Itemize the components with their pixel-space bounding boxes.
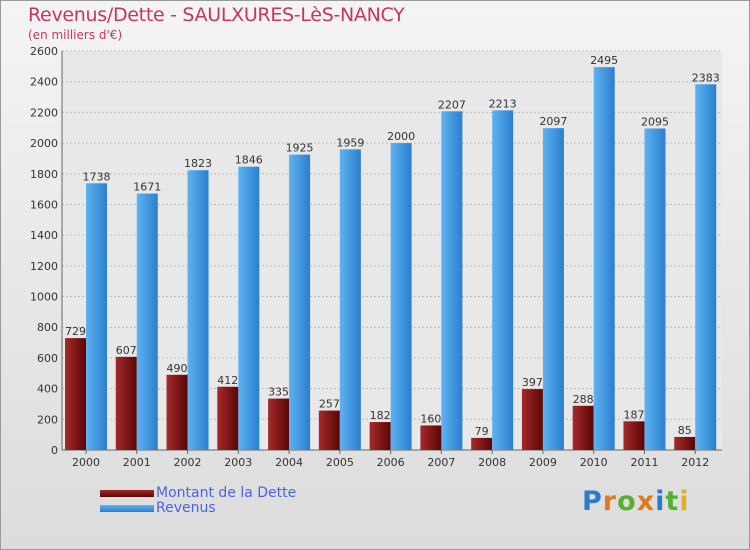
y-tick-label: 1800 [30, 168, 58, 181]
data-label-revenus: 1925 [286, 142, 314, 155]
data-label-revenus: 1738 [83, 170, 111, 183]
x-tick-label: 2009 [529, 456, 557, 469]
data-label-dette: 85 [678, 424, 692, 437]
bar-revenus [238, 166, 260, 450]
x-tick-label: 2000 [72, 456, 100, 469]
logo-letter: x [636, 486, 656, 517]
x-tick-label: 2006 [377, 456, 405, 469]
logo-letter: i [655, 486, 666, 517]
y-tick-label: 2400 [30, 76, 58, 89]
bar-dette [166, 374, 188, 450]
data-label-revenus: 2097 [539, 115, 567, 128]
y-tick-label: 600 [37, 352, 58, 365]
bar-dette [572, 405, 594, 450]
x-tick-label: 2008 [478, 456, 506, 469]
bar-revenus [593, 67, 615, 450]
y-tick-label: 800 [37, 321, 58, 334]
logo-letter: P [582, 486, 603, 517]
logo-letter: i [679, 486, 690, 517]
data-label-revenus: 2383 [692, 71, 720, 84]
data-label-dette: 182 [370, 409, 391, 422]
bar-dette [471, 437, 493, 450]
chart-subtitle: (en milliers d'€) [28, 28, 123, 42]
data-label-revenus: 2495 [590, 54, 618, 67]
data-label-revenus: 2207 [438, 98, 466, 111]
bar-revenus [187, 170, 209, 450]
bar-revenus [441, 111, 463, 450]
y-tick-label: 1200 [30, 260, 58, 273]
bar-revenus [86, 183, 107, 450]
bar-revenus [339, 149, 361, 451]
x-tick-label: 2004 [275, 456, 303, 469]
y-tick-label: 400 [37, 383, 58, 396]
y-tick-label: 1400 [30, 229, 58, 242]
chart-title: Revenus/Dette - SAULXURES-LèS-NANCY [28, 4, 405, 26]
bar-revenus [542, 128, 564, 450]
x-tick-label: 2003 [224, 456, 252, 469]
x-tick-label: 2002 [174, 456, 202, 469]
bar-dette [318, 410, 340, 450]
y-tick-label: 200 [37, 413, 58, 426]
bar-revenus [644, 128, 666, 450]
data-label-dette: 397 [522, 376, 543, 389]
y-tick-label: 0 [51, 444, 58, 457]
data-label-dette: 160 [420, 412, 441, 425]
legend-label-dette: Montant de la Dette [156, 485, 297, 501]
bar-dette [521, 389, 543, 450]
y-tick-label: 1000 [30, 291, 58, 304]
data-label-dette: 490 [167, 362, 188, 375]
bar-dette [268, 398, 290, 450]
data-label-revenus: 2095 [641, 115, 669, 128]
data-label-dette: 729 [65, 325, 86, 338]
y-tick-label: 2600 [30, 45, 58, 58]
bar-dette [369, 422, 391, 450]
logo-letter: o [617, 486, 637, 517]
legend-swatch-dette [100, 490, 154, 497]
x-tick-label: 2007 [427, 456, 455, 469]
x-tick-label: 2005 [326, 456, 354, 469]
x-tick-label: 2011 [630, 456, 658, 469]
data-label-revenus: 2213 [489, 97, 517, 110]
y-tick-label: 2000 [30, 137, 58, 150]
logo-letter: t [665, 486, 680, 517]
logo-letter: r [602, 486, 618, 517]
bar-revenus [289, 154, 311, 450]
bar-revenus [390, 143, 412, 451]
x-tick-label: 2012 [681, 456, 709, 469]
bar-dette [420, 425, 442, 450]
data-label-revenus: 1846 [235, 154, 263, 167]
data-label-dette: 288 [573, 393, 594, 406]
bar-revenus [492, 110, 514, 450]
data-label-revenus: 1959 [336, 136, 364, 149]
bar-dette [674, 436, 696, 450]
y-tick-label: 1600 [30, 198, 58, 211]
legend-label-revenus: Revenus [156, 500, 216, 516]
bar-dette [65, 338, 86, 450]
data-label-revenus: 1671 [133, 181, 161, 194]
x-tick-label: 2001 [123, 456, 151, 469]
data-label-dette: 187 [623, 408, 644, 421]
data-label-dette: 335 [268, 386, 289, 399]
proxiti-logo: Proxiti [582, 486, 690, 517]
bar-dette [115, 356, 137, 450]
data-label-dette: 257 [319, 398, 340, 411]
data-label-dette: 79 [475, 425, 489, 438]
bar-revenus [695, 84, 717, 451]
data-label-revenus: 1823 [184, 157, 212, 170]
bar-dette [217, 386, 239, 450]
data-label-dette: 607 [116, 344, 137, 357]
legend-swatch-revenus [100, 505, 154, 512]
x-tick-label: 2010 [580, 456, 608, 469]
data-label-revenus: 2000 [387, 130, 415, 143]
bar-revenus [136, 193, 158, 450]
data-label-dette: 412 [217, 374, 238, 387]
bar-dette [623, 421, 645, 450]
y-tick-label: 2200 [30, 106, 58, 119]
